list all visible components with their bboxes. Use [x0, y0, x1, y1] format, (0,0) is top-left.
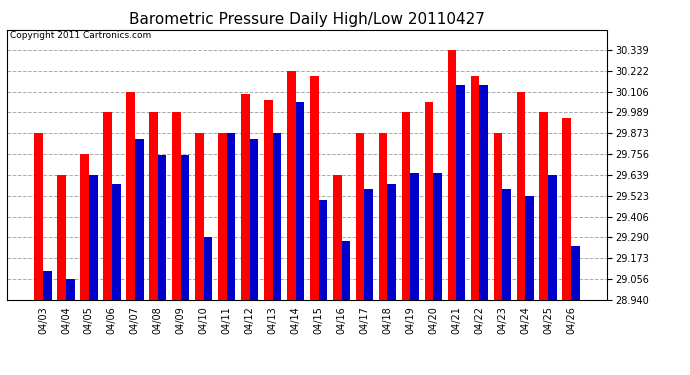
Bar: [66, 279, 75, 300]
Bar: [135, 139, 144, 300]
Bar: [218, 133, 226, 300]
Bar: [364, 189, 373, 300]
Bar: [456, 86, 465, 300]
Bar: [502, 189, 511, 300]
Bar: [433, 173, 442, 300]
Bar: [149, 112, 158, 300]
Bar: [379, 133, 388, 300]
Bar: [356, 133, 364, 300]
Bar: [195, 133, 204, 300]
Title: Barometric Pressure Daily High/Low 20110427: Barometric Pressure Daily High/Low 20110…: [129, 12, 485, 27]
Bar: [402, 112, 411, 300]
Bar: [43, 272, 52, 300]
Bar: [448, 50, 456, 300]
Bar: [562, 118, 571, 300]
Bar: [342, 241, 351, 300]
Bar: [158, 155, 166, 300]
Bar: [273, 133, 282, 300]
Bar: [471, 76, 480, 300]
Bar: [89, 175, 97, 300]
Bar: [287, 71, 295, 300]
Bar: [411, 173, 419, 300]
Bar: [264, 100, 273, 300]
Bar: [172, 112, 181, 300]
Bar: [34, 133, 43, 300]
Bar: [310, 76, 319, 300]
Bar: [549, 175, 557, 300]
Bar: [295, 102, 304, 300]
Bar: [226, 133, 235, 300]
Bar: [480, 86, 488, 300]
Bar: [57, 175, 66, 300]
Bar: [126, 92, 135, 300]
Bar: [571, 246, 580, 300]
Bar: [493, 133, 502, 300]
Bar: [540, 112, 549, 300]
Bar: [319, 200, 327, 300]
Bar: [333, 175, 342, 300]
Bar: [204, 237, 213, 300]
Bar: [112, 184, 121, 300]
Bar: [388, 184, 396, 300]
Bar: [241, 94, 250, 300]
Bar: [250, 139, 258, 300]
Bar: [517, 92, 525, 300]
Bar: [181, 155, 190, 300]
Bar: [424, 102, 433, 300]
Bar: [80, 154, 89, 300]
Bar: [103, 112, 112, 300]
Text: Copyright 2011 Cartronics.com: Copyright 2011 Cartronics.com: [10, 32, 151, 40]
Bar: [525, 196, 534, 300]
